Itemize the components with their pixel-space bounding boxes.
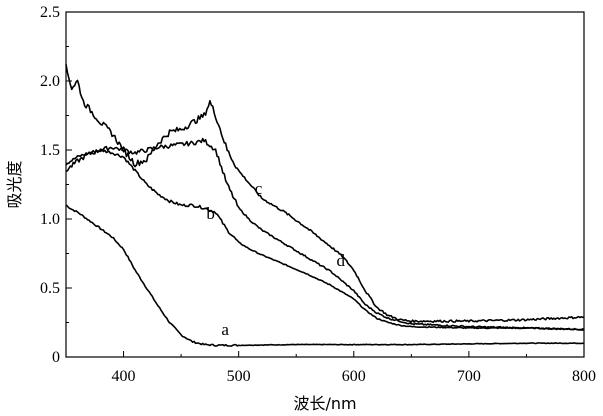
series-line-a [65, 204, 585, 347]
x-tick-label-600: 600 [342, 368, 366, 385]
y-tick-label-4: 2.0 [40, 73, 60, 90]
x-tick-label-400: 400 [112, 368, 136, 385]
series-label-b: b [206, 204, 215, 223]
series-label-a: a [221, 320, 229, 339]
x-axis-title: 波长/nm [293, 394, 356, 413]
series-labels: a b c d [206, 179, 345, 339]
y-tick-label-1: 0.5 [40, 280, 60, 297]
series-line-d [65, 64, 585, 324]
x-tick-label-700: 700 [457, 368, 481, 385]
y-axis-title: 吸光度 [5, 160, 24, 208]
axis-ticks [65, 11, 585, 358]
series-label-d: d [337, 251, 346, 270]
plot-frame [65, 11, 585, 358]
series-label-c: c [255, 179, 263, 198]
series-lines [65, 64, 585, 347]
tick-labels: 400 500 600 700 800 0 0.5 1.0 1.5 2.0 2.5 [40, 4, 596, 385]
y-tick-label-2: 1.0 [40, 211, 60, 228]
x-tick-label-800: 800 [572, 368, 596, 385]
x-tick-label-500: 500 [227, 368, 251, 385]
series-line-b [65, 148, 585, 331]
y-tick-label-5: 2.5 [40, 4, 60, 21]
y-tick-label-0: 0 [52, 349, 60, 366]
series-line-c [65, 137, 585, 331]
y-tick-label-3: 1.5 [40, 142, 60, 159]
